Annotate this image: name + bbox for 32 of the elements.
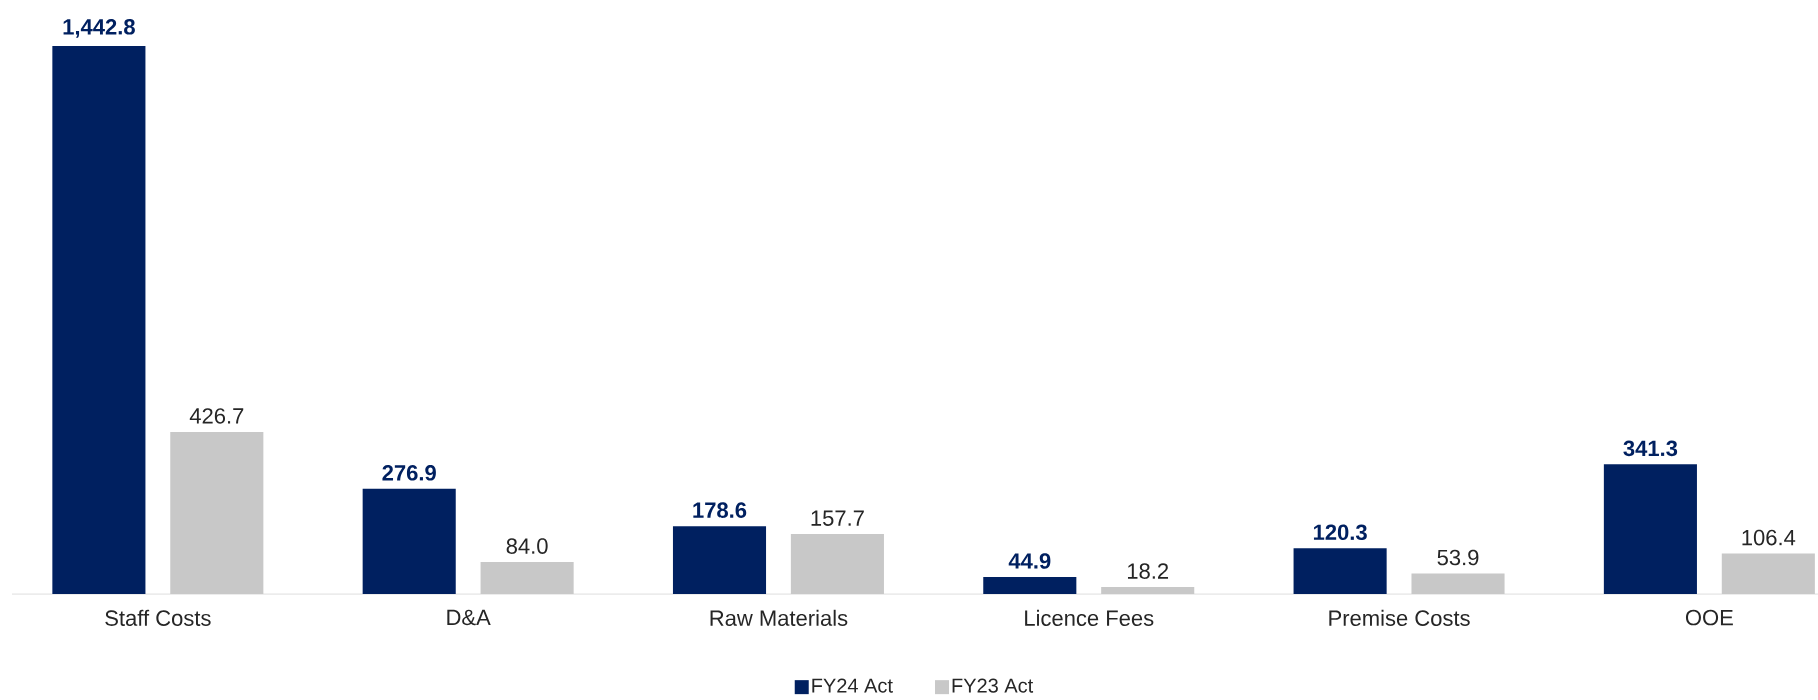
data-label: 106.4 xyxy=(1742,529,1796,546)
bar xyxy=(983,576,1077,594)
x-tick-label: Premise Costs xyxy=(1329,609,1470,626)
bar xyxy=(1293,548,1387,594)
bar xyxy=(170,431,264,594)
bar xyxy=(52,45,146,594)
data-label: 53.9 xyxy=(1437,549,1479,566)
data-label: 341.3 xyxy=(1623,440,1678,457)
data-label: 1,442.8 xyxy=(63,19,135,38)
bar xyxy=(1101,587,1195,594)
bar xyxy=(1603,464,1697,594)
legend-label: FY23 Act xyxy=(952,678,1034,693)
x-tick-label: Raw Materials xyxy=(710,609,848,626)
x-tick-label: Licence Fees xyxy=(1025,609,1154,626)
bar xyxy=(480,562,574,594)
data-label: 120.3 xyxy=(1313,524,1367,541)
x-tick-label: OOE xyxy=(1685,609,1733,626)
data-label: 157.7 xyxy=(811,510,864,526)
bar xyxy=(672,526,767,594)
bar xyxy=(1411,573,1505,594)
bar xyxy=(790,534,884,594)
data-label: 44.9 xyxy=(1008,553,1051,569)
data-label: 426.7 xyxy=(189,408,244,424)
data-label: 18.2 xyxy=(1127,563,1169,579)
bar xyxy=(1721,553,1815,594)
x-tick-label: D&A xyxy=(447,609,491,626)
data-label: 84.0 xyxy=(506,538,548,554)
legend-label: FY24 Act xyxy=(812,678,893,693)
data-label: 178.6 xyxy=(693,502,747,518)
data-label: 276.9 xyxy=(382,465,436,481)
bar xyxy=(362,488,456,594)
x-tick-label: Staff Costs xyxy=(105,609,211,626)
